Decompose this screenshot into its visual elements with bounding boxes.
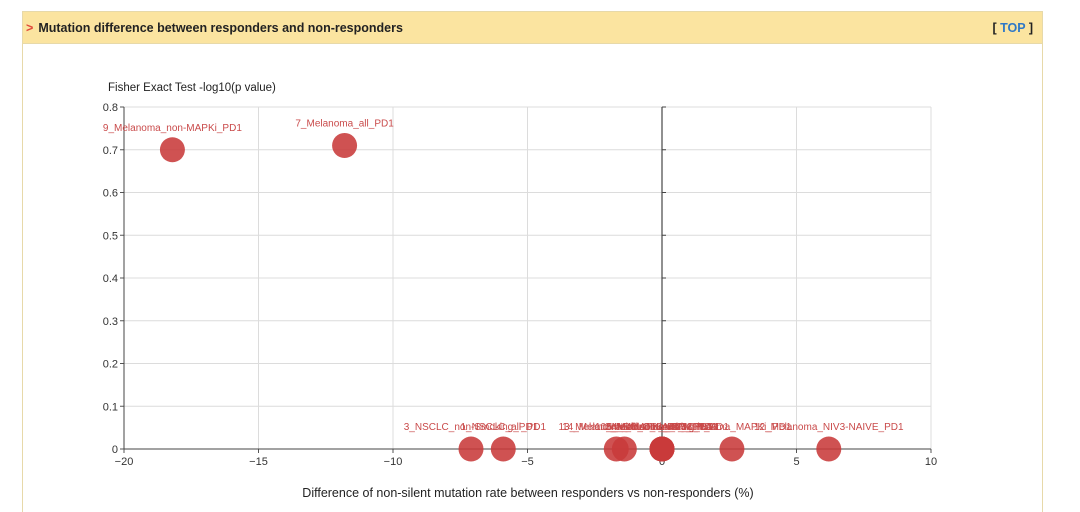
data-point-label: 8_Melanoma_MAPKi_PD1	[672, 422, 791, 433]
x-tick-label: −15	[249, 456, 268, 468]
data-point	[458, 436, 484, 462]
x-tick-label: 5	[793, 456, 799, 468]
y-tick-label: 0.4	[103, 273, 118, 285]
label-layer: 9_Melanoma_non-MAPKi_PD1 7_Melanoma_all_P…	[103, 118, 904, 433]
top-link-close: ]	[1025, 20, 1033, 35]
y-tick-label: 0.6	[103, 188, 118, 200]
y-tick-label: 0.2	[103, 359, 118, 371]
y-tick-label: 0.8	[103, 102, 118, 114]
data-point-label: 3_NSCLC_non-Smoking_PD1	[404, 422, 539, 433]
top-link-text[interactable]: TOP	[1000, 20, 1026, 35]
y-tick-label: 0.1	[103, 401, 118, 413]
data-point-label: 2_NSCLC_Smoking_PD1	[605, 422, 720, 433]
x-tick-label: 0	[659, 456, 665, 468]
y-tick-label: 0	[112, 444, 118, 456]
x-tick-label: −5	[521, 456, 534, 468]
panel-title[interactable]: > Mutation difference between responders…	[26, 21, 403, 35]
data-point-label: 9_Melanoma_non-MAPKi_PD1	[103, 123, 242, 134]
axis-layer: 0 0.1 0.2 0.3 0.4 0.5 0.6 0.7 0.8 −20 −15 −10 −5 0 5 10	[103, 102, 937, 468]
x-tick-label: 10	[925, 456, 937, 468]
y-axis-title: Fisher Exact Test -log10(p value)	[108, 82, 276, 94]
data-point	[816, 436, 842, 462]
data-point	[611, 436, 637, 462]
data-point	[490, 436, 516, 462]
data-point-label: 7_Melanoma_all_PD1	[295, 118, 394, 129]
data-point	[719, 436, 745, 462]
data-point-label: 6_Melanoma_IPI_CTLA4	[606, 422, 719, 433]
collapse-caret-icon[interactable]: >	[26, 20, 34, 35]
data-point-label: 10_Melanoma_NIV3_IPI_PD1	[595, 422, 729, 433]
x-tick-label: −20	[115, 456, 134, 468]
data-point-label: 14_Melanoma_MAPKi_PD1	[562, 422, 687, 433]
data-point-label: 4_Melanoma_IPI_PD1	[612, 422, 713, 433]
data-point	[332, 132, 358, 158]
point-layer	[159, 132, 842, 462]
top-link[interactable]: [ TOP ]	[992, 21, 1033, 35]
x-axis-title: Difference of non-silent mutation rate b…	[302, 486, 753, 500]
data-point	[159, 137, 185, 163]
top-link-open: [	[992, 20, 1001, 35]
y-tick-label: 0.5	[103, 230, 118, 242]
data-point-label: 12_Melanoma_NIV3-NAIVE_PD1	[754, 422, 904, 433]
data-point-label: 1_NSCLC_all_PD1	[460, 422, 546, 433]
mutation-difference-panel: > Mutation difference between responders…	[22, 11, 1043, 512]
data-point-label: 13_Melanoma_all_CTLA4	[558, 422, 674, 433]
x-tick-label: −10	[384, 456, 403, 468]
data-point-label: 5_Melanoma_NIV3_PD1	[607, 422, 718, 433]
grid-layer	[124, 106, 932, 449]
y-tick-label: 0.7	[103, 145, 118, 157]
panel-title-text: Mutation difference between responders a…	[38, 20, 403, 35]
data-point	[649, 436, 675, 462]
panel-header: > Mutation difference between responders…	[23, 12, 1042, 44]
y-tick-label: 0.3	[103, 316, 118, 328]
